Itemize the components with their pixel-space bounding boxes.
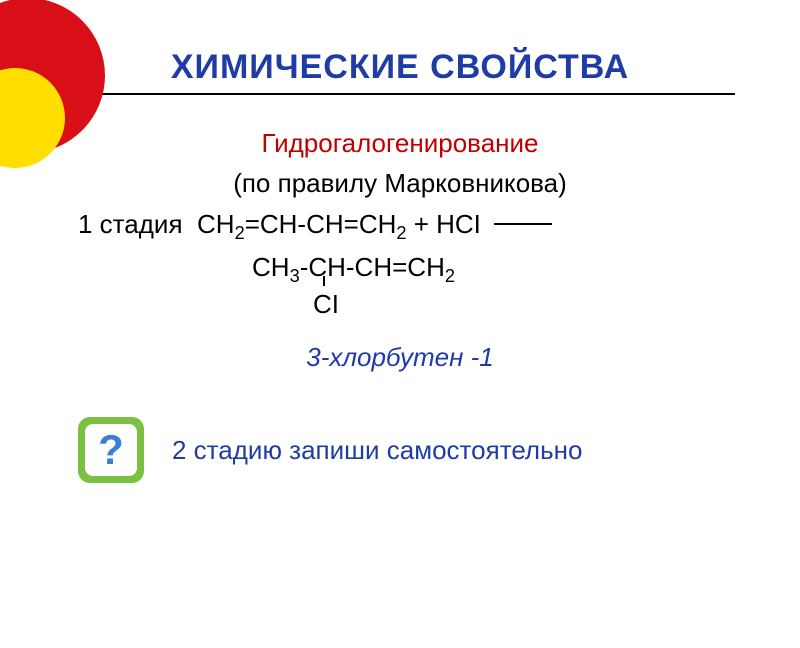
reagent-mid: =CH-CH=CH xyxy=(245,209,397,239)
prod-cl: CI xyxy=(313,289,339,319)
question-icon-inner: ? xyxy=(85,424,137,476)
stage-1-equation: 1 стадия CH2=CH-CH=CH2 + HCI xyxy=(0,204,800,247)
bond-line xyxy=(323,276,325,286)
reagent-sub1: 2 xyxy=(235,223,245,243)
reaction-arrow xyxy=(494,223,552,225)
prod-sub2: 2 xyxy=(445,266,455,286)
subtitle-reaction-type: Гидрогалогенирование xyxy=(0,123,800,163)
product-substituent: CI xyxy=(252,284,800,324)
stage-label: 1 стадия xyxy=(78,209,183,239)
product-name: 3-хлорбутен -1 xyxy=(0,337,800,377)
question-icon: ? xyxy=(78,417,144,483)
question-glyph: ? xyxy=(98,417,124,482)
title-underline xyxy=(65,93,735,95)
reagent-sub2: 2 xyxy=(396,223,406,243)
reagent-ch: CH xyxy=(197,209,235,239)
prod-ch1: CH xyxy=(252,252,290,282)
task-text: 2 стадию запиши самостоятельно xyxy=(172,430,582,470)
subtitle-rule: (по правилу Марковникова) xyxy=(0,163,800,203)
prod-mid: -CH-CH=CH xyxy=(300,252,445,282)
content-block: Гидрогалогенирование (по правилу Марковн… xyxy=(0,123,800,483)
prod-sub3: 3 xyxy=(290,266,300,286)
page-title: ХИМИЧЕСКИЕ СВОЙСТВА xyxy=(0,48,800,87)
task-row: ? 2 стадию запиши самостоятельно xyxy=(0,417,800,483)
reagent-hcl: + HCI xyxy=(407,209,481,239)
corner-decoration xyxy=(0,0,120,168)
product-formula: CH3-CH-CH=CH2 CI xyxy=(0,247,800,331)
